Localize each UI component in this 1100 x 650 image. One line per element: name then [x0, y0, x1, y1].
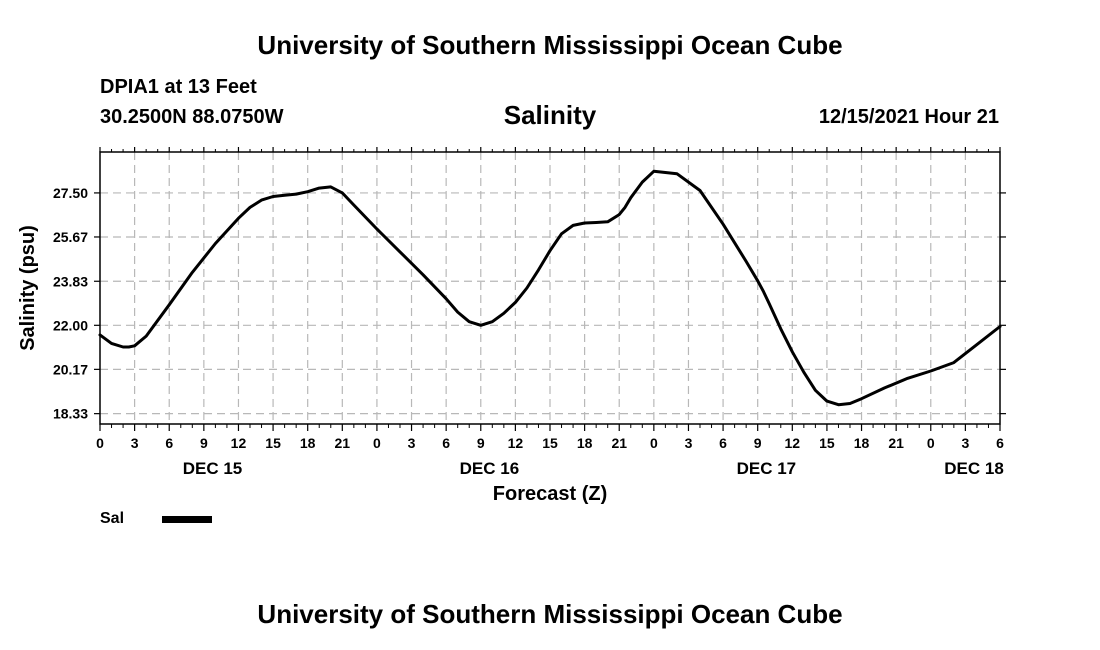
day-label: DEC 16 [460, 459, 520, 478]
salinity-series-line [98, 169, 1002, 407]
x-tick-label: 0 [96, 435, 104, 451]
grid-lines [100, 152, 1000, 424]
parameter-title: Salinity [503, 100, 597, 130]
valid-time-label: 12/15/2021 Hour 21 [818, 106, 999, 128]
day-label: DEC 17 [737, 459, 797, 478]
series-layer [98, 169, 1002, 407]
day-label: DEC 15 [183, 459, 243, 478]
x-tick-label: 6 [996, 435, 1004, 451]
chart-footer-title: University of Southern Mississippi Ocean… [257, 599, 843, 629]
y-tick-label: 25.67 [53, 229, 88, 245]
tick-marks [94, 147, 1006, 431]
x-tick-label: 6 [442, 435, 450, 451]
x-axis-title: Forecast (Z) [493, 483, 607, 505]
y-tick-label: 22.00 [53, 317, 88, 333]
y-tick-label: 23.83 [53, 273, 88, 289]
day-label: DEC 18 [944, 459, 1004, 478]
y-tick-label: 20.17 [53, 361, 88, 377]
x-tick-label: 6 [719, 435, 727, 451]
x-tick-label: 18 [577, 435, 593, 451]
x-tick-label: 12 [785, 435, 801, 451]
legend-label: Sal [100, 510, 125, 527]
x-tick-label: 3 [131, 435, 139, 451]
x-tick-label: 0 [650, 435, 658, 451]
y-axis-title: Salinity (psu) [17, 225, 39, 351]
x-tick-label: 15 [542, 435, 558, 451]
x-tick-label: 21 [335, 435, 351, 451]
x-tick-label: 15 [819, 435, 835, 451]
x-tick-label: 18 [300, 435, 316, 451]
tick-labels: 0 3 6 9 12 15 18 21 0 3 6 9 12 15 18 21 0 3 6 9 12 15 18 21 0 3 6 1… [53, 185, 1004, 478]
x-tick-label: 9 [754, 435, 762, 451]
x-tick-label: 0 [373, 435, 381, 451]
legend-line-swatch [162, 516, 212, 523]
x-tick-label: 12 [508, 435, 524, 451]
x-tick-label: 3 [685, 435, 693, 451]
x-tick-label: 21 [888, 435, 904, 451]
x-tick-label: 9 [200, 435, 208, 451]
x-tick-label: 18 [854, 435, 870, 451]
x-tick-label: 9 [477, 435, 485, 451]
x-tick-label: 15 [265, 435, 281, 451]
y-tick-label: 27.50 [53, 185, 88, 201]
y-tick-label: 18.33 [53, 406, 88, 422]
chart-main-title: University of Southern Mississippi Ocean… [257, 30, 843, 60]
x-tick-label: 3 [408, 435, 416, 451]
x-tick-label: 21 [611, 435, 627, 451]
station-coordinates: 30.2500N 88.0750W [100, 106, 284, 128]
x-tick-label: 0 [927, 435, 935, 451]
x-tick-label: 3 [961, 435, 969, 451]
x-tick-label: 12 [231, 435, 247, 451]
station-label: DPIA1 at 13 Feet [100, 76, 257, 98]
x-tick-label: 6 [165, 435, 173, 451]
